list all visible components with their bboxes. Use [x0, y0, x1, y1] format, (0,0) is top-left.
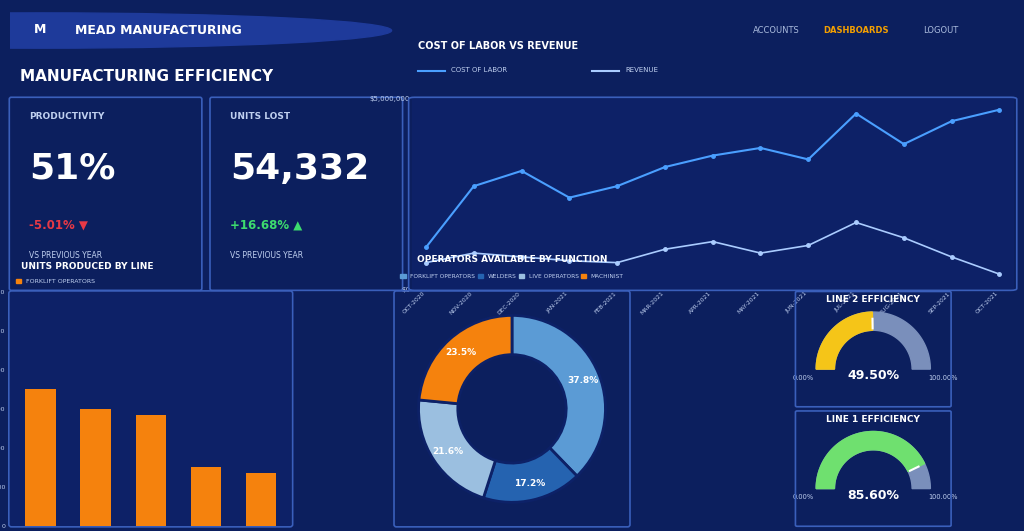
Text: -5.01% ▼: -5.01% ▼ — [30, 219, 88, 232]
Wedge shape — [419, 315, 512, 404]
Text: 17.2%: 17.2% — [514, 479, 545, 488]
Text: DASHBOARDS: DASHBOARDS — [823, 26, 889, 35]
Text: OPERATORS AVAILABLE BY FUNCTION: OPERATORS AVAILABLE BY FUNCTION — [417, 255, 607, 264]
Text: 100.00%: 100.00% — [928, 375, 957, 381]
Text: 49.50%: 49.50% — [847, 370, 899, 382]
Polygon shape — [816, 432, 925, 489]
Bar — [190, 467, 221, 526]
Text: 21.6%: 21.6% — [432, 447, 464, 456]
Legend: FORKLIFT OPERATORS, WELDERS, LIVE OPERATORS, MACHINIST: FORKLIFT OPERATORS, WELDERS, LIVE OPERAT… — [398, 271, 626, 281]
Text: VS PREVIOUS YEAR: VS PREVIOUS YEAR — [30, 251, 102, 260]
Bar — [81, 409, 111, 526]
Text: REVENUE: REVENUE — [626, 67, 658, 73]
Bar — [135, 415, 166, 526]
Text: UNITS LOST: UNITS LOST — [230, 112, 290, 121]
Text: 85.60%: 85.60% — [847, 489, 899, 502]
Text: 0.00%: 0.00% — [793, 494, 814, 500]
Text: 23.5%: 23.5% — [444, 348, 476, 357]
Text: M: M — [34, 23, 46, 36]
Text: 0.00%: 0.00% — [793, 375, 814, 381]
Text: 51%: 51% — [30, 152, 116, 186]
Text: 37.8%: 37.8% — [567, 375, 599, 384]
Legend: FORKLIFT OPERATORS: FORKLIFT OPERATORS — [13, 277, 97, 287]
Wedge shape — [512, 315, 605, 476]
Text: 54,332: 54,332 — [230, 152, 370, 186]
Text: 100.00%: 100.00% — [928, 494, 957, 500]
Text: LOGOUT: LOGOUT — [924, 26, 958, 35]
Text: PRODUCTIVITY: PRODUCTIVITY — [30, 112, 104, 121]
Polygon shape — [816, 312, 872, 369]
Text: MANUFACTURING EFFICIENCY: MANUFACTURING EFFICIENCY — [20, 70, 273, 84]
Circle shape — [0, 13, 391, 48]
Text: COST OF LABOR: COST OF LABOR — [451, 67, 507, 73]
Polygon shape — [816, 312, 931, 369]
Text: LINE 2 EFFICIENCY: LINE 2 EFFICIENCY — [826, 295, 921, 304]
Text: UNITS PRODUCED BY LINE: UNITS PRODUCED BY LINE — [22, 262, 154, 271]
Wedge shape — [483, 448, 577, 502]
Text: COST OF LABOR VS REVENUE: COST OF LABOR VS REVENUE — [418, 40, 578, 50]
Wedge shape — [419, 400, 496, 498]
Bar — [246, 473, 276, 526]
Polygon shape — [816, 432, 931, 489]
Text: ACCOUNTS: ACCOUNTS — [753, 26, 800, 35]
Text: VS PREVIOUS YEAR: VS PREVIOUS YEAR — [230, 251, 303, 260]
Text: +16.68% ▲: +16.68% ▲ — [230, 219, 302, 232]
Text: LINE 1 EFFICIENCY: LINE 1 EFFICIENCY — [826, 415, 921, 424]
Text: MEAD MANUFACTURING: MEAD MANUFACTURING — [76, 24, 243, 37]
Bar — [26, 389, 55, 526]
